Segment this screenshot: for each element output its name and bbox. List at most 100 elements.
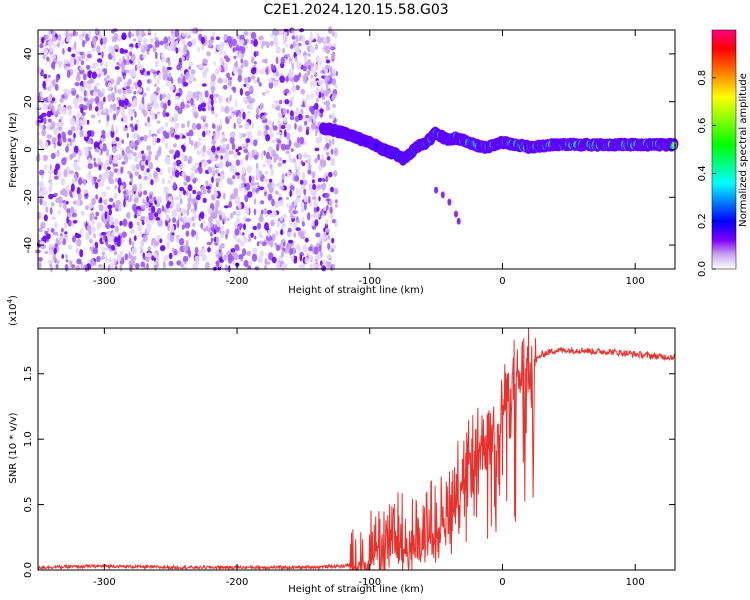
- noise-point: [77, 155, 81, 164]
- noise-point: [231, 142, 236, 151]
- noise-point: [88, 31, 92, 39]
- noise-point: [146, 154, 152, 162]
- noise-point: [86, 130, 93, 137]
- noise-point: [220, 105, 225, 113]
- noise-point: [294, 162, 298, 171]
- noise-point: [114, 237, 119, 243]
- noise-point: [85, 57, 89, 62]
- noise-point: [317, 177, 322, 183]
- noise-point: [92, 247, 99, 255]
- colorbar-tick-label: 0.4: [697, 165, 708, 181]
- noise-point: [250, 31, 257, 40]
- noise-point: [133, 235, 137, 242]
- noise-point: [161, 178, 166, 185]
- noise-point: [77, 193, 82, 200]
- noise-point: [307, 196, 311, 204]
- noise-point: [314, 219, 319, 227]
- noise-point: [323, 43, 327, 48]
- noise-point: [112, 55, 116, 63]
- noise-point: [261, 43, 264, 49]
- noise-point: [304, 202, 307, 211]
- noise-point: [45, 141, 49, 149]
- noise-point: [326, 253, 331, 260]
- noise-point: [134, 123, 138, 131]
- noise-point: [112, 163, 119, 167]
- noise-point: [101, 191, 107, 198]
- noise-point: [302, 65, 307, 72]
- noise-point: [183, 44, 188, 53]
- noise-point: [284, 144, 291, 150]
- noise-point: [126, 80, 131, 87]
- noise-point: [170, 30, 174, 35]
- noise-point: [142, 92, 147, 97]
- noise-point: [163, 36, 169, 45]
- noise-point: [255, 168, 260, 175]
- noise-point: [79, 51, 84, 56]
- snr-y-label: SNR (10 * v/v): [8, 412, 19, 483]
- noise-point: [282, 47, 285, 54]
- noise-point: [125, 85, 131, 90]
- noise-point: [304, 40, 310, 46]
- noise-point: [98, 119, 101, 124]
- noise-point: [237, 117, 242, 123]
- noise-point: [63, 59, 69, 65]
- noise-point: [163, 255, 169, 261]
- noise-point: [201, 254, 207, 262]
- noise-point: [222, 84, 228, 90]
- noise-point: [278, 193, 282, 198]
- noise-point: [311, 121, 317, 129]
- noise-point: [215, 154, 219, 159]
- noise-point: [214, 67, 221, 75]
- noise-point: [47, 96, 52, 102]
- noise-point: [58, 60, 63, 69]
- noise-point: [232, 210, 236, 216]
- noise-point: [234, 244, 240, 251]
- noise-point: [146, 252, 152, 258]
- noise-point: [255, 113, 259, 120]
- noise-point: [194, 145, 197, 150]
- noise-points: [35, 26, 339, 273]
- noise-point: [109, 216, 115, 223]
- noise-point: [187, 249, 192, 258]
- noise-point: [132, 108, 136, 114]
- noise-point: [192, 189, 197, 195]
- spectrogram-x-ticks: -300 -200 -100 0 100: [93, 30, 645, 287]
- noise-point: [325, 64, 330, 70]
- noise-point: [72, 151, 77, 158]
- noise-point: [270, 40, 274, 47]
- noise-point: [209, 222, 214, 228]
- noise-point: [207, 166, 213, 174]
- noise-point: [140, 261, 146, 268]
- y-tick-label: 0.0: [23, 562, 34, 578]
- noise-point: [65, 166, 70, 171]
- noise-point: [172, 217, 177, 224]
- noise-point: [237, 151, 241, 156]
- noise-point: [200, 222, 204, 229]
- noise-point: [233, 252, 239, 261]
- noise-point: [208, 43, 212, 48]
- noise-point: [288, 68, 294, 77]
- noise-point: [260, 209, 264, 215]
- noise-point: [52, 63, 55, 70]
- noise-point: [320, 86, 324, 92]
- noise-point: [54, 221, 58, 229]
- y-tick-label: 0: [23, 146, 34, 152]
- noise-point: [52, 54, 56, 60]
- noise-point: [238, 52, 242, 59]
- noise-point: [326, 261, 332, 268]
- noise-point: [91, 47, 96, 53]
- noise-point: [311, 171, 316, 179]
- noise-point: [67, 46, 72, 53]
- noise-point: [258, 240, 264, 244]
- noise-point: [178, 47, 182, 52]
- noise-point: [60, 39, 64, 47]
- noise-point: [153, 170, 158, 179]
- noise-point: [169, 175, 174, 180]
- noise-point: [263, 187, 267, 192]
- colorbar-tick-label: 0.0: [697, 261, 708, 277]
- noise-point: [223, 254, 227, 261]
- noise-point: [252, 79, 258, 84]
- noise-point: [241, 133, 247, 138]
- noise-point: [215, 131, 221, 137]
- noise-point: [295, 85, 300, 91]
